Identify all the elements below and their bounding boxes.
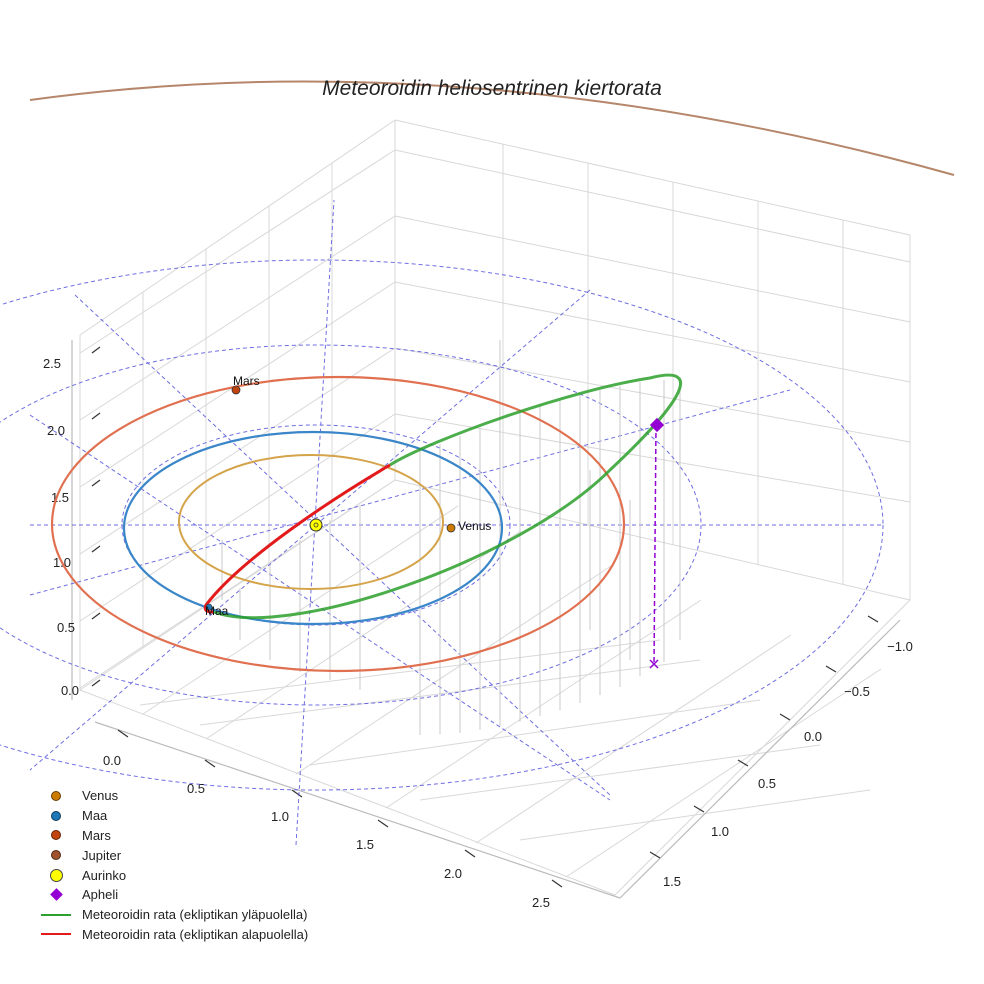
legend-label: Venus (82, 788, 119, 804)
orbit-venus (178, 454, 444, 590)
jupiter-legend-dot-icon (51, 850, 61, 861)
orbit-earth (122, 430, 504, 626)
sun-marker (309, 518, 323, 532)
chart-title: Meteoroidin heliosentrinen kiertorata (322, 77, 662, 100)
legend-item-apheli: Apheli (36, 885, 308, 905)
legend-item-jupiter: Jupiter (36, 845, 308, 865)
earth-marker (205, 603, 213, 611)
x-tick-label: 1.0 (271, 809, 289, 824)
z-tick-labels: 0.0 0.5 1.0 1.5 2.0 2.5 (43, 356, 79, 698)
legend-item-earth: Maa (36, 806, 308, 826)
x-tick-label: 2.0 (444, 866, 462, 881)
aphelion-projection-line (653, 424, 657, 665)
legend-item-orbit-below: Meteoroidin rata (ekliptikan alapuolella… (36, 925, 308, 945)
legend-label: Apheli (82, 887, 119, 903)
x-tick-label: 0.5 (187, 781, 205, 796)
earth-legend-dot-icon (51, 810, 61, 821)
aphelion-marker (649, 417, 665, 433)
legend-item-sun: Aurinko (36, 865, 308, 885)
pane-grid (79, 119, 911, 896)
z-tick-label: 2.0 (47, 423, 65, 438)
legend-item-orbit-above: Meteoroidin rata (ekliptikan yläpuolella… (36, 905, 308, 925)
x-tick-label: 2.5 (532, 895, 550, 910)
y-tick-label: 1.0 (711, 824, 729, 839)
legend-item-venus: Venus (36, 786, 308, 806)
y-tick-label: −0.5 (844, 684, 870, 699)
venus-label: Venus (458, 519, 491, 533)
meteoroid-orbit-above (213, 373, 682, 620)
z-tick-label: 1.5 (51, 490, 69, 505)
earth-label: Maa (205, 604, 229, 618)
orbit-above-legend-line-icon (41, 913, 71, 916)
drop-lines (221, 340, 681, 735)
y-tick-label: 0.0 (804, 729, 822, 744)
legend-label: Jupiter (82, 847, 122, 863)
mars-marker (231, 385, 241, 395)
legend: Venus Maa Mars Jupiter Aurinko Apheli Me… (36, 786, 308, 944)
x-tick-label: 0.0 (103, 753, 121, 768)
sun-marker-core (313, 522, 319, 528)
legend-label: Aurinko (82, 867, 127, 883)
legend-label: Meteoroidin rata (ekliptikan yläpuolella… (82, 907, 308, 923)
sun-legend-icon (49, 868, 63, 882)
venus-marker (446, 523, 456, 533)
x-tick-labels: 0.0 0.5 1.0 1.5 2.0 2.5 (103, 753, 550, 910)
orbit-jupiter (29, 80, 955, 176)
y-tick-label: 1.5 (663, 874, 681, 889)
aphelion-projection-x-icon (649, 659, 659, 669)
y-tick-labels: −1.0 −0.5 0.0 0.5 1.0 1.5 (663, 639, 913, 889)
apheli-legend-diamond-icon (49, 888, 63, 902)
mars-label: Mars (233, 374, 260, 388)
x-tick-label: 1.5 (356, 837, 374, 852)
z-tick-label: 0.0 (61, 683, 79, 698)
axes (71, 340, 901, 899)
mars-legend-dot-icon (51, 830, 61, 841)
legend-label: Meteoroidin rata (ekliptikan alapuolella… (82, 926, 309, 942)
legend-label: Mars (82, 827, 111, 843)
z-tick-label: 0.5 (57, 620, 75, 635)
orbit-mars (50, 375, 626, 673)
venus-legend-dot-icon (51, 790, 61, 801)
legend-item-mars: Mars (36, 826, 308, 846)
y-tick-label: −1.0 (887, 639, 913, 654)
y-tick-label: 0.5 (758, 776, 776, 791)
legend-label: Maa (82, 808, 108, 824)
meteoroid-orbit-below (203, 463, 391, 614)
z-tick-label: 2.5 (43, 356, 61, 371)
ecliptic-reference-grid (0, 199, 884, 846)
orbit-below-legend-line-icon (41, 933, 71, 936)
